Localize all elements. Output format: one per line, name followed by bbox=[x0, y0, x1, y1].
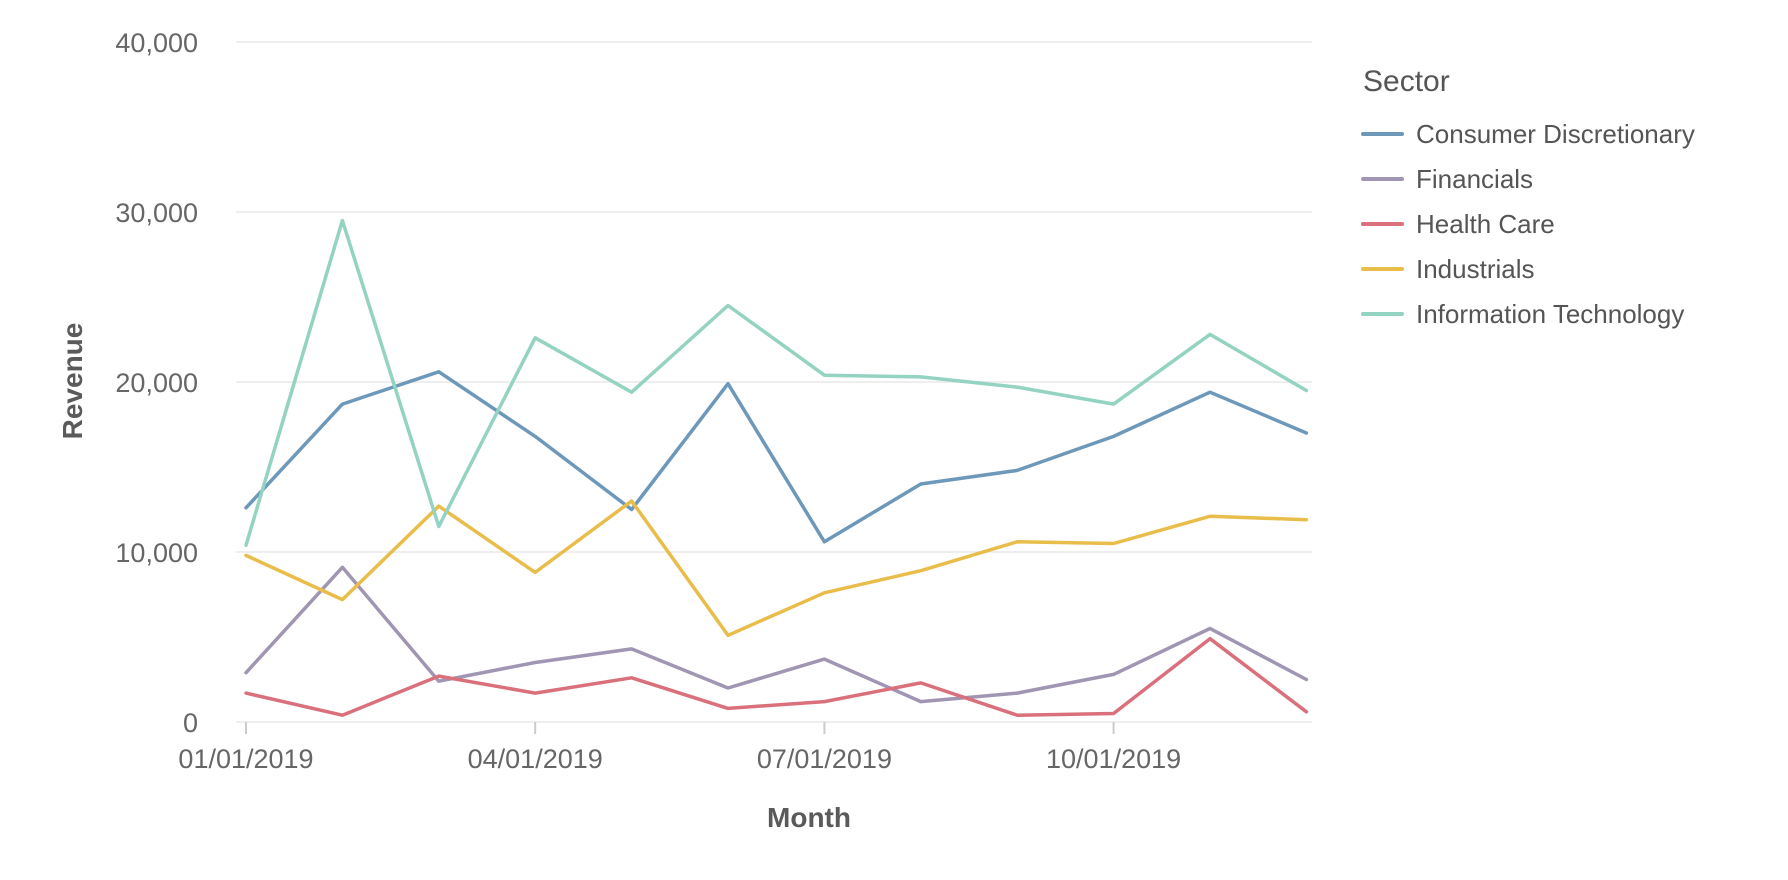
y-tick-label: 0 bbox=[183, 708, 198, 738]
x-axis: 01/01/2019 04/01/2019 07/01/2019 10/01/2019 bbox=[178, 722, 1181, 774]
legend-title: Sector bbox=[1363, 65, 1450, 98]
series-line-consumer-discretionary bbox=[244, 370, 1309, 544]
series-line-industrials bbox=[244, 499, 1309, 638]
legend-label-health-care: Health Care bbox=[1416, 209, 1555, 239]
series-line-health-care bbox=[244, 636, 1309, 717]
y-tick-label: 40,000 bbox=[115, 28, 198, 58]
series-line-financials bbox=[244, 565, 1309, 704]
legend-label-financials: Financials bbox=[1416, 164, 1533, 194]
legend-label-industrials: Industrials bbox=[1416, 254, 1535, 284]
series-lines bbox=[244, 218, 1309, 717]
y-axis-title: Revenue bbox=[57, 323, 88, 440]
legend-label-information-technology: Information Technology bbox=[1416, 299, 1684, 329]
grid-lines bbox=[236, 41, 1312, 723]
y-axis: 0 10,000 20,000 30,000 40,000 bbox=[115, 28, 198, 738]
y-tick-label: 10,000 bbox=[115, 538, 198, 568]
x-axis-title: Month bbox=[767, 802, 851, 833]
y-tick-label: 20,000 bbox=[115, 368, 198, 398]
x-tick-label: 01/01/2019 bbox=[178, 744, 313, 774]
x-tick-label: 10/01/2019 bbox=[1046, 744, 1181, 774]
y-tick-label: 30,000 bbox=[115, 198, 198, 228]
x-tick-label: 04/01/2019 bbox=[468, 744, 603, 774]
series-line-information-technology bbox=[244, 218, 1309, 547]
legend: Sector Consumer Discretionary Financials H… bbox=[1361, 65, 1695, 329]
legend-label-consumer-discretionary: Consumer Discretionary bbox=[1416, 119, 1695, 149]
x-tick-label: 07/01/2019 bbox=[757, 744, 892, 774]
